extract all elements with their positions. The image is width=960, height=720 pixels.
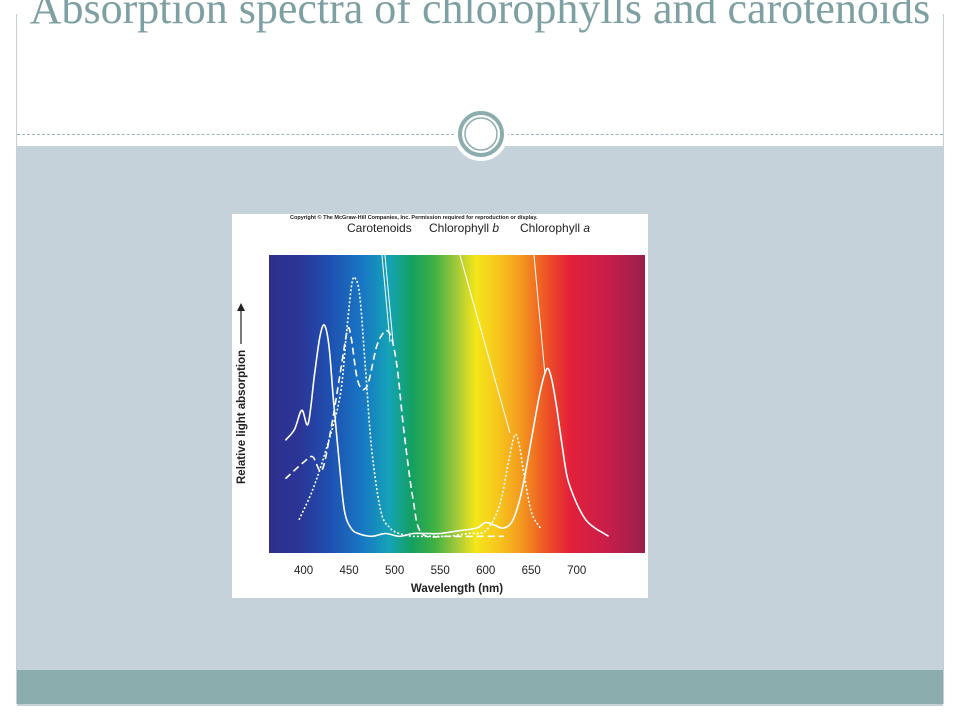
circle-ornament-icon	[454, 107, 508, 161]
footer-bar	[17, 670, 943, 704]
leader-chlorophyll-a	[531, 233, 546, 376]
x-tick-label: 650	[522, 565, 541, 577]
y-axis-title: Relative light absorption	[236, 303, 248, 484]
x-axis-label: Wavelength (nm)	[411, 583, 503, 595]
series-line-carotenoids	[284, 326, 504, 538]
x-tick-label: 450	[340, 565, 359, 577]
x-tick-label: 550	[431, 565, 450, 577]
leader-carotenoids	[379, 233, 391, 343]
x-tick-label: 400	[294, 565, 313, 577]
absorption-chart: Copyright © The McGraw-Hill Companies, I…	[236, 214, 645, 595]
y-axis-arrow-icon	[237, 303, 245, 311]
y-axis-label: Relative light absorption	[236, 350, 248, 484]
x-tick-label: 500	[385, 565, 404, 577]
x-tick-label: 700	[567, 565, 586, 577]
leader-carotenoids-2	[382, 233, 394, 343]
copyright-notice: Copyright © The McGraw-Hill Companies, I…	[290, 214, 538, 221]
legend-label-chlorophyll-b: Chlorophyll b	[429, 221, 499, 235]
spectrum-background	[269, 255, 645, 553]
slide-title: Absorption spectra of chlorophylls and c…	[29, 0, 931, 33]
legend-label-carotenoids: Carotenoids	[347, 221, 412, 235]
x-tick-label: 600	[476, 565, 495, 577]
series-line-chlorophyll-a	[284, 324, 610, 538]
legend-label-chlorophyll-a: Chlorophyll a	[520, 221, 590, 235]
leader-chlorophyll-b	[453, 233, 511, 434]
absorption-spectrum-figure: Copyright © The McGraw-Hill Companies, I…	[232, 214, 648, 598]
footer-line	[17, 704, 943, 706]
